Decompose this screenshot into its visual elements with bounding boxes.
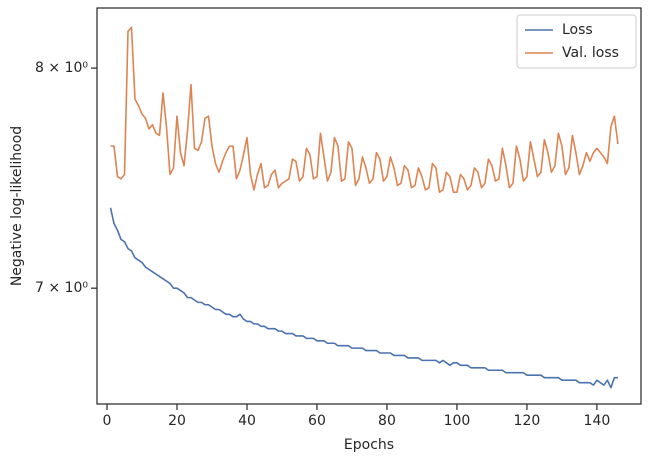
- line: [110, 26, 619, 193]
- x-tick-label: 60: [308, 413, 326, 429]
- y-axis-label: Negative log-likelihood: [9, 126, 25, 286]
- x-tick-label: 140: [584, 413, 611, 429]
- y-tick-label: 7 × 10⁰: [35, 280, 88, 296]
- x-tick-label: 40: [238, 413, 256, 429]
- x-axis-label: Epochs: [344, 437, 394, 453]
- plot-frame: [96, 7, 642, 405]
- line: [109, 207, 618, 389]
- x-tick-label: 80: [378, 413, 396, 429]
- legend-label: Loss: [562, 22, 593, 38]
- x-tick-label: 120: [514, 413, 541, 429]
- x-tick-label: 0: [103, 413, 112, 429]
- x-tick-label: 100: [444, 413, 471, 429]
- y-tick-label: 8 × 10⁰: [35, 60, 88, 76]
- legend-label: Val. loss: [562, 45, 619, 61]
- legend-box: [516, 14, 637, 69]
- x-tick-label: 20: [168, 413, 186, 429]
